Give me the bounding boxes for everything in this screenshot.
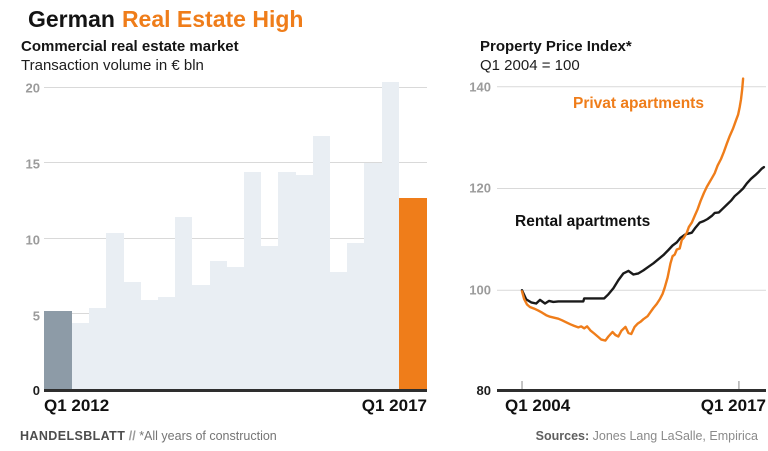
bar-5 xyxy=(140,300,159,389)
bar-chart-subtitle: Transaction volume in € bln xyxy=(21,57,204,74)
page-title-black: German xyxy=(28,6,115,32)
footer-separator: // xyxy=(128,429,136,443)
page-title-orange: Real Estate High xyxy=(121,6,304,32)
line-plot: Privat apartments Rental apartments xyxy=(497,75,766,392)
bar-1 xyxy=(72,322,90,389)
series-line-rental xyxy=(520,165,766,305)
bar-12 xyxy=(261,246,279,389)
bars-row xyxy=(44,73,427,389)
line-x-label-start: Q1 2004 xyxy=(505,396,571,415)
line-chart-subtitle: Q1 2004 = 100 xyxy=(480,57,580,74)
bar-15 xyxy=(312,136,331,389)
bar-11 xyxy=(244,172,262,389)
brand-logo: HANDELSBLATT xyxy=(20,429,126,443)
bar-20 xyxy=(398,197,427,389)
bar-ytick-label-20: 20 xyxy=(25,80,40,96)
bar-x-label-start: Q1 2012 xyxy=(44,396,110,415)
bar-8 xyxy=(192,285,210,389)
bar-y-axis: 0 5 10 15 20 xyxy=(20,73,44,397)
line-plot-svg xyxy=(497,77,766,392)
line-x-axis: Q1 2004 Q1 2017 xyxy=(497,396,766,416)
line-chart: 80 100 120 140 Privat apartments Rental apa… xyxy=(460,75,766,397)
bar-ytick-label-10: 10 xyxy=(25,232,40,248)
bar-plot xyxy=(44,73,427,392)
series-label-privat: Privat apartments xyxy=(573,95,704,112)
bar-2 xyxy=(89,307,107,389)
bar-13 xyxy=(278,172,296,389)
line-x-label-end: Q1 2017 xyxy=(700,396,766,415)
bar-6 xyxy=(158,297,176,389)
bar-chart: 0 5 10 15 20 xyxy=(20,73,427,397)
line-y-axis: 80 100 120 140 xyxy=(460,75,493,397)
bar-16 xyxy=(330,271,348,389)
bar-ytick-label-0: 0 xyxy=(32,382,40,398)
bar-19 xyxy=(381,82,399,389)
bar-17 xyxy=(347,243,365,389)
page-title: German Real Estate High xyxy=(28,5,303,33)
line-ytick-label-100: 100 xyxy=(469,282,491,298)
bar-9 xyxy=(209,261,227,389)
bar-x-label-end: Q1 2017 xyxy=(361,396,427,415)
bar-ytick-label-5: 5 xyxy=(32,308,40,324)
line-ytick-label-120: 120 xyxy=(469,180,491,196)
sources-value: Jones Lang LaSalle, Empirica xyxy=(592,429,758,443)
line-ytick-label-80: 80 xyxy=(476,382,491,398)
bar-gridline-10 xyxy=(44,237,427,239)
sources-label: Sources: xyxy=(535,429,590,443)
bar-x-axis: Q1 2012 Q1 2017 xyxy=(44,396,427,416)
bar-3 xyxy=(106,232,124,389)
line-ytick-label-140: 140 xyxy=(469,79,491,95)
footer-sources: Sources: Jones Lang LaSalle, Empirica xyxy=(536,429,758,443)
bar-gridline-20 xyxy=(44,87,427,89)
bar-chart-title: Commercial real estate market xyxy=(21,38,239,55)
series-line-privat xyxy=(520,77,745,342)
line-chart-header: Property Price Index* Q1 2004 = 100 xyxy=(480,37,632,75)
footnote: *All years of construction xyxy=(139,429,277,443)
bar-18 xyxy=(364,163,382,389)
bar-10 xyxy=(226,267,245,389)
series-label-rental: Rental apartments xyxy=(515,213,651,230)
bar-gridline-15 xyxy=(44,162,427,164)
line-chart-title: Property Price Index* xyxy=(480,38,632,55)
bar-7 xyxy=(175,217,193,389)
bar-14 xyxy=(295,175,313,389)
footer-credit: HANDELSBLATT // *All years of constructi… xyxy=(20,429,277,443)
bar-4 xyxy=(123,282,141,389)
bar-ytick-label-15: 15 xyxy=(25,156,40,172)
bar-0 xyxy=(44,310,72,389)
bar-chart-header: Commercial real estate market Transactio… xyxy=(21,37,239,75)
